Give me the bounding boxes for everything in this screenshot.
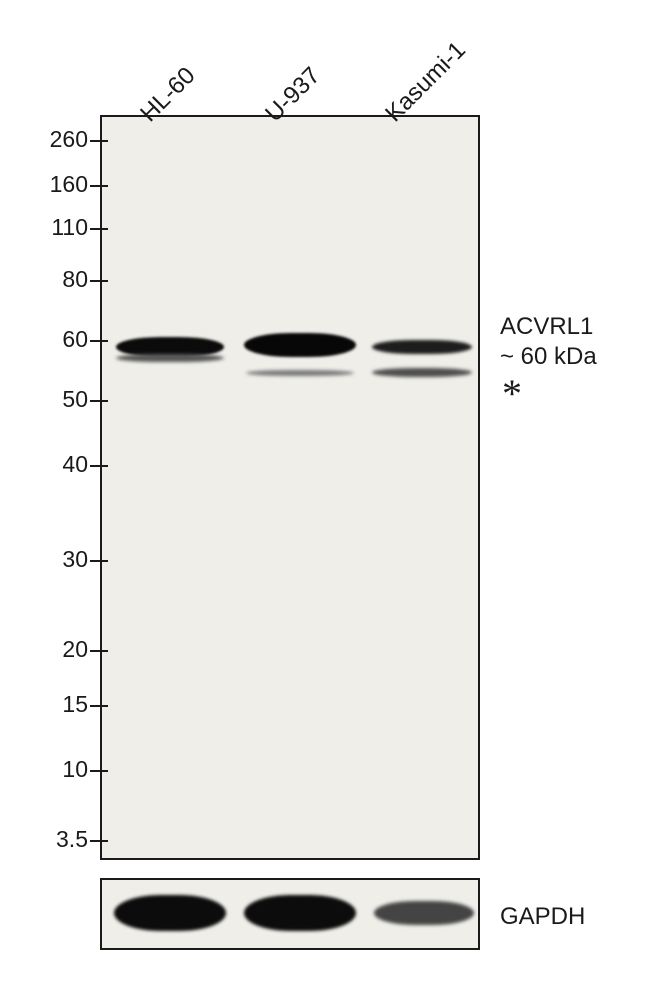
blot-band <box>372 340 472 354</box>
blot-band <box>114 895 226 931</box>
mw-label: 160 <box>50 171 88 198</box>
mw-label: 40 <box>62 451 88 478</box>
blot-band <box>244 895 356 931</box>
mw-tick <box>90 560 108 562</box>
mw-label: 80 <box>62 266 88 293</box>
target-label: ACVRL1 <box>500 313 593 341</box>
mw-label: 260 <box>50 126 88 153</box>
mw-tick <box>90 400 108 402</box>
mw-tick <box>90 465 108 467</box>
mw-label: 20 <box>62 636 88 663</box>
blot-band <box>244 333 356 357</box>
western-blot-main <box>100 115 480 860</box>
blot-band <box>116 354 224 362</box>
nonspecific-asterisk: * <box>502 370 522 417</box>
mw-tick <box>90 140 108 142</box>
blot-band <box>374 901 474 925</box>
mw-label: 15 <box>62 691 88 718</box>
blot-band <box>372 368 472 377</box>
figure-root: HL-60U-937Kasumi-1 260160110806050403020… <box>0 0 650 1001</box>
target-label: ~ 60 kDa <box>500 343 597 371</box>
mw-label: 10 <box>62 756 88 783</box>
mw-label: 30 <box>62 546 88 573</box>
mw-label: 50 <box>62 386 88 413</box>
mw-tick <box>90 340 108 342</box>
gapdh-label: GAPDH <box>500 903 585 931</box>
mw-tick <box>90 705 108 707</box>
mw-tick <box>90 228 108 230</box>
mw-tick <box>90 280 108 282</box>
mw-label: 60 <box>62 326 88 353</box>
mw-tick <box>90 770 108 772</box>
mw-tick <box>90 840 108 842</box>
blot-band <box>246 370 354 376</box>
mw-tick <box>90 650 108 652</box>
mw-tick <box>90 185 108 187</box>
mw-label: 110 <box>51 214 88 241</box>
mw-label: 3.5 <box>56 826 88 853</box>
